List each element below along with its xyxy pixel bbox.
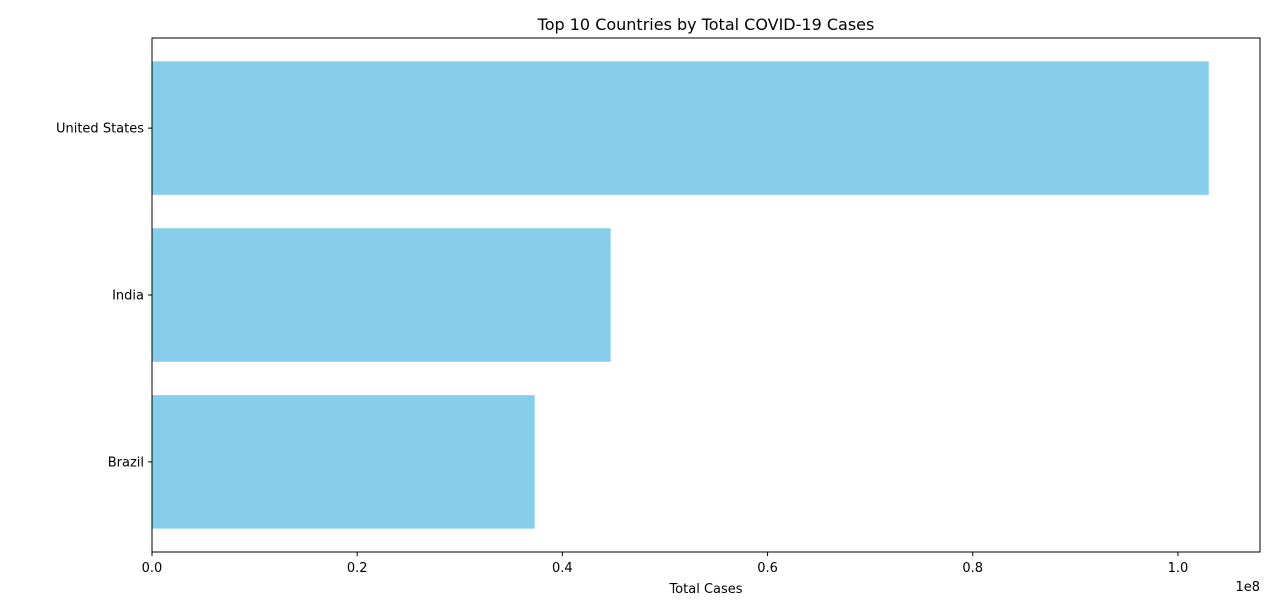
- x-tick-label: 0.6: [757, 561, 778, 576]
- x-axis-ticks: 0.0 0.2 0.4 0.6 0.8 1.0: [142, 552, 1189, 576]
- x-tick-label: 0.2: [347, 561, 368, 576]
- bar-brazil: [152, 395, 535, 529]
- x-tick-label: 0.0: [142, 561, 163, 576]
- y-tick-label: United States: [56, 122, 144, 137]
- bar-united-states: [152, 61, 1209, 195]
- bar-india: [152, 228, 611, 362]
- x-axis-label: Total Cases: [668, 582, 742, 597]
- x-axis-offset-label: 1e8: [1235, 580, 1260, 595]
- x-tick-label: 1.0: [1168, 561, 1189, 576]
- x-tick-label: 0.4: [552, 561, 573, 576]
- y-axis-ticks: United States India Brazil: [56, 122, 152, 470]
- x-tick-label: 0.8: [962, 561, 983, 576]
- y-tick-label: India: [112, 289, 144, 304]
- bars-group: [152, 61, 1209, 529]
- y-tick-label: Brazil: [108, 455, 144, 470]
- plot-frame: [151, 37, 1261, 553]
- chart-title: Top 10 Countries by Total COVID-19 Cases: [537, 15, 875, 34]
